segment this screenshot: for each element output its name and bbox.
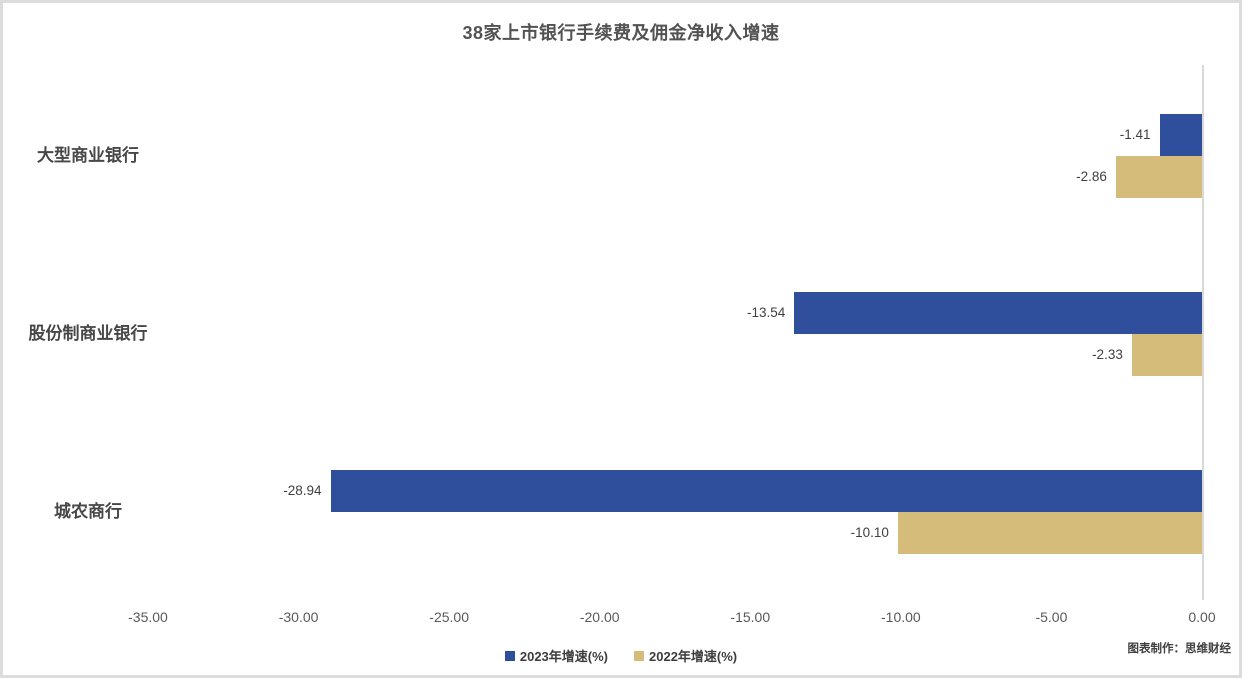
- category-label: 大型商业银行: [37, 145, 139, 165]
- legend: 2023年增速(%) 2022年增速(%): [3, 646, 1239, 665]
- value-label: -28.94: [283, 483, 322, 499]
- bar-series0-cat0: [1159, 113, 1202, 156]
- legend-label: 2023年增速(%): [519, 649, 608, 664]
- value-label: -10.10: [850, 525, 889, 541]
- value-label: -2.86: [1076, 168, 1107, 184]
- bar-series0-cat1: [794, 291, 1202, 334]
- x-tick-label: -35.00: [128, 609, 168, 625]
- x-tick-label: -30.00: [278, 609, 319, 625]
- value-label: -13.54: [746, 304, 786, 320]
- chart-title: 38家上市银行手续费及佣金净收入增速: [462, 23, 780, 43]
- category-label: 股份制商业银行: [28, 323, 148, 343]
- x-tick-label: 0.00: [1188, 609, 1216, 625]
- x-tick-label: -25.00: [429, 609, 469, 625]
- bar-series0-cat2: [330, 470, 1202, 513]
- bar-series1-cat2: [897, 512, 1202, 555]
- legend-item-1: 2022年增速(%): [634, 646, 737, 665]
- legend-swatch-icon: [634, 650, 644, 661]
- category-label: 城农商行: [54, 502, 122, 522]
- x-tick-label: -15.00: [730, 609, 771, 625]
- x-tick-label: -5.00: [1035, 609, 1068, 625]
- y-axis-line: [1202, 65, 1204, 600]
- x-tick-label: -10.00: [881, 609, 921, 625]
- credit-text: 图表制作：思维财经: [1127, 643, 1232, 655]
- legend-item-0: 2023年增速(%): [504, 646, 608, 665]
- bar-series1-cat1: [1131, 333, 1202, 376]
- bar-series1-cat0: [1115, 155, 1202, 198]
- plot-area: 大型商业银行 -1.41 -2.86 股份制商业银行 -13.54 -2.33 城农商行 -2…: [3, 3, 1239, 675]
- x-tick-label: -20.00: [579, 609, 620, 625]
- legend-label: 2022年增速(%): [649, 649, 738, 664]
- legend-swatch-icon: [504, 650, 515, 661]
- value-label: -1.41: [1119, 126, 1151, 142]
- value-label: -2.33: [1092, 346, 1123, 362]
